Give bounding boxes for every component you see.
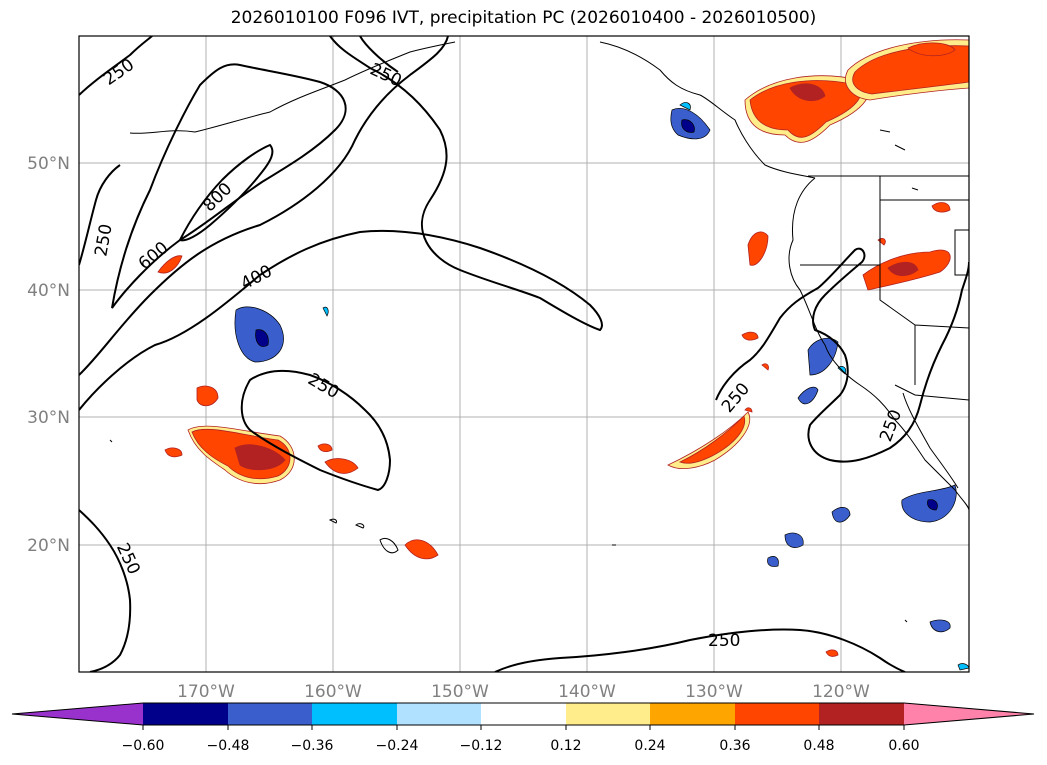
colorbar-segment	[819, 703, 904, 725]
colorbar-tick-label: 0.60	[888, 738, 919, 754]
map-panel: 250 250 250 800 600 400 250 250 250 250 …	[78, 35, 970, 673]
colorbar-segment	[481, 703, 566, 725]
colorbar: −0.60 −0.48 −0.36 −0.24 −0.12 0.12 0.24 …	[11, 702, 1035, 754]
precip-anomaly-pos	[164, 447, 183, 458]
precip-anomaly-neg	[255, 329, 269, 347]
coastlines	[109, 41, 969, 623]
precip-negative-anomalies	[234, 102, 969, 671]
precip-anomaly-neg	[767, 556, 779, 567]
lon-label-130w: 130°W	[685, 682, 743, 702]
ivt-contour-250-north	[79, 36, 399, 96]
ivt-contour-250-sw	[79, 509, 132, 672]
precip-anomaly-pos	[196, 385, 219, 407]
ivt-label: 250	[708, 631, 740, 651]
precip-anomaly-neg	[784, 532, 804, 548]
ivt-contour-600	[111, 63, 347, 309]
precip-anomaly-neg	[679, 102, 691, 111]
precip-anomaly-pos	[852, 45, 969, 95]
precip-anomaly-neg	[681, 119, 695, 133]
colorbar-tick-label: −0.60	[122, 738, 165, 754]
precip-anomaly-pos	[317, 443, 333, 453]
ivt-contour-800	[178, 143, 274, 242]
colorbar-segment	[397, 703, 481, 725]
colorbar-tick-label: 0.24	[634, 738, 665, 754]
longitude-labels: 170°W 160°W 150°W 140°W 130°W 120°W	[177, 682, 870, 702]
colorbar-segment	[312, 703, 397, 725]
colorbar-tick-labels: −0.60 −0.48 −0.36 −0.24 −0.12 0.12 0.24 …	[122, 738, 920, 754]
precip-anomaly-pos	[678, 415, 746, 464]
lat-label-50n: 50°N	[27, 154, 70, 174]
border-us-mexico	[894, 384, 969, 401]
precip-anomaly-neg	[322, 306, 329, 317]
map-title: 2026010100 F096 IVT, precipitation PC (2…	[230, 8, 817, 28]
latitude-labels: 50°N 40°N 30°N 20°N	[27, 154, 70, 556]
lon-label-170w: 170°W	[177, 682, 235, 702]
lat-label-30n: 30°N	[27, 408, 70, 428]
colorbar-tick-label: −0.36	[291, 738, 334, 754]
lat-label-20n: 20°N	[27, 536, 70, 556]
precip-anomaly-pos	[931, 202, 951, 213]
coastline-north-america	[788, 177, 969, 511]
ivt-contour-400	[79, 36, 603, 411]
lon-label-120w: 120°W	[812, 682, 870, 702]
ivt-contour-250-mid	[240, 369, 392, 492]
precip-anomaly-neg	[957, 663, 969, 671]
precip-anomaly-pos	[234, 444, 286, 471]
precip-anomaly-pos	[761, 363, 769, 371]
precip-anomaly-pos	[887, 261, 919, 277]
ivt-contour-250-west	[79, 164, 121, 266]
colorbar-segment	[228, 703, 312, 725]
ivt-contours	[79, 36, 969, 672]
precip-anomaly-pos	[789, 83, 826, 102]
colorbar-segment	[566, 703, 650, 725]
precip-anomaly-pos	[747, 231, 769, 266]
gridlines	[79, 36, 969, 672]
colorbar-segment	[143, 703, 228, 725]
inland-water	[879, 129, 919, 191]
precip-anomaly-neg	[927, 499, 938, 511]
lon-label-160w: 160°W	[304, 682, 362, 702]
colorbar-segment	[735, 703, 819, 725]
precip-anomaly-pos	[324, 458, 359, 474]
lat-label-40n: 40°N	[27, 281, 70, 301]
precip-anomaly-pos	[749, 80, 861, 138]
coastline-islands	[109, 439, 908, 623]
precip-anomaly-neg	[797, 386, 819, 405]
colorbar-tick-label: 0.48	[803, 738, 834, 754]
colorbar-tick-label: 0.36	[719, 738, 750, 754]
colorbar-tick-label: −0.48	[207, 738, 250, 754]
precip-anomaly-pos	[741, 331, 759, 341]
precip-anomaly-neg	[929, 619, 951, 633]
precip-anomaly-pos	[404, 539, 439, 560]
precip-anomaly-neg	[831, 507, 851, 523]
precip-anomaly-neg	[807, 337, 839, 376]
lon-label-150w: 150°W	[431, 682, 489, 702]
colorbar-tick-label: −0.12	[460, 738, 503, 754]
coastline-hawaii	[328, 518, 399, 554]
lon-label-140w: 140°W	[558, 682, 616, 702]
precip-positive-anomalies	[157, 39, 969, 657]
colorbar-segment	[650, 703, 735, 725]
colorbar-tick-label: 0.12	[550, 738, 581, 754]
ivt-contour-250-east	[715, 247, 969, 463]
state-borders	[800, 176, 969, 385]
ivt-contour-250-large	[79, 36, 449, 376]
colorbar-tick-marks	[142, 725, 905, 730]
coastline-baja	[902, 392, 959, 489]
ivt-contour-250-south	[494, 628, 906, 672]
colorbar-tick-label: −0.24	[376, 738, 419, 754]
precip-anomaly-pos	[157, 255, 183, 274]
colorbar-segment	[12, 703, 143, 725]
precip-anomaly-pos	[907, 42, 956, 57]
map-frame	[78, 35, 970, 673]
colorbar-segment	[904, 703, 1034, 725]
coastline-alaska	[129, 41, 816, 179]
precip-anomaly-pos	[825, 649, 839, 657]
precip-anomaly-pos	[744, 407, 753, 413]
